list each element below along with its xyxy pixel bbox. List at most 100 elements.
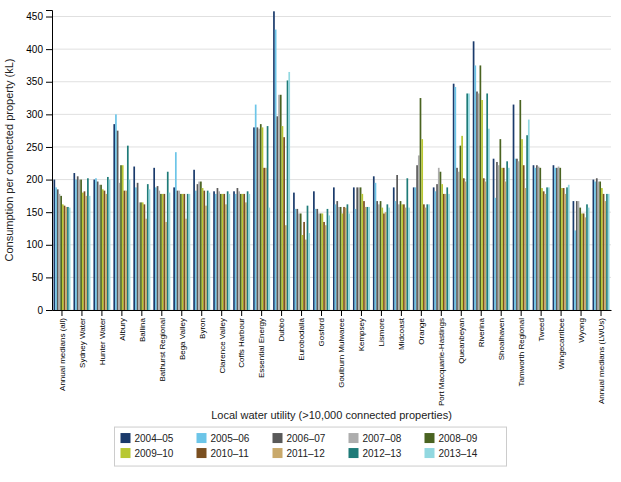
bar [355, 209, 357, 310]
x-tick: Hunter Water [98, 310, 107, 365]
y-axis: 050100150200250300350400450 [26, 11, 52, 316]
bar [608, 194, 610, 310]
bar [55, 187, 57, 310]
bar [145, 219, 147, 310]
bar [137, 183, 139, 310]
bar [296, 209, 298, 310]
bar [177, 191, 179, 310]
y-tick-mark [46, 114, 52, 115]
bar [383, 213, 385, 310]
x-tick-mark [321, 310, 322, 316]
x-tick-mark [341, 310, 342, 316]
plot-area: 050100150200250300350400450Annual median… [26, 11, 611, 407]
bar [169, 193, 171, 310]
bar [140, 202, 142, 310]
bar [418, 155, 420, 310]
bar [526, 135, 528, 310]
bar [162, 194, 164, 310]
bar [67, 207, 69, 310]
bar [406, 178, 408, 310]
bar [95, 178, 97, 310]
bar [453, 84, 455, 310]
bar [75, 180, 77, 310]
legend-item: 2005–06 [197, 433, 250, 444]
x-tick-label: Dubbo [277, 317, 286, 341]
bar [506, 161, 508, 310]
y-tick-label: 200 [26, 174, 43, 185]
bar [539, 168, 541, 310]
bar [135, 187, 137, 310]
bar [421, 139, 423, 310]
x-tick-mark [221, 310, 222, 316]
bar [285, 225, 287, 310]
y-tick-label: 150 [26, 207, 43, 218]
x-tick: Shoalhaven [497, 310, 506, 360]
bar [122, 165, 124, 310]
bar [396, 175, 398, 310]
x-tick-mark [201, 310, 202, 316]
y-tick: 350 [26, 76, 52, 87]
y-tick-mark [46, 147, 52, 148]
x-tick-mark [381, 310, 382, 316]
y-tick: 250 [26, 142, 52, 153]
legend-item: 2013–14 [425, 448, 478, 459]
bar [448, 194, 450, 310]
x-tick-label: Bathurst Regional [158, 318, 167, 382]
legend-label: 2010–11 [211, 448, 250, 459]
bar [521, 139, 523, 310]
legend-label: 2006–07 [287, 433, 326, 444]
y-tick-label: 250 [26, 142, 43, 153]
x-tick: Orange [417, 310, 426, 345]
bar [77, 176, 79, 310]
legend-label: 2004–05 [135, 433, 174, 444]
x-tick: Port Macquarie-Hastings [437, 310, 446, 406]
x-tick: Kempsey [357, 310, 366, 351]
bar [543, 191, 545, 310]
bar [564, 194, 566, 310]
bar [478, 93, 480, 310]
x-tick-label: Shoalhaven [497, 318, 506, 360]
x-tick-label: Tweed [537, 318, 546, 342]
bar [97, 182, 99, 310]
y-tick-mark [46, 310, 52, 311]
bar [187, 194, 189, 310]
bar [568, 185, 570, 310]
x-tick-mark [301, 310, 302, 316]
bar [574, 230, 576, 310]
bar [217, 188, 219, 310]
bar [105, 194, 107, 310]
x-tick-mark [421, 310, 422, 316]
bar [325, 225, 327, 310]
bar [213, 191, 215, 310]
bar [202, 188, 204, 310]
bar [107, 177, 109, 310]
bar [548, 187, 550, 310]
grid-line [52, 114, 611, 115]
bar [207, 191, 209, 310]
bar [505, 182, 507, 310]
bar [138, 202, 140, 310]
y-tick: 400 [26, 44, 52, 55]
bar [538, 167, 540, 310]
bar [218, 191, 220, 310]
x-tick: Bega Valley [178, 310, 187, 360]
y-tick-label: 50 [32, 272, 44, 283]
bar [102, 189, 104, 310]
bar-series [67, 80, 608, 310]
grid-line [52, 16, 611, 17]
bar [376, 201, 378, 310]
bar [182, 194, 184, 310]
bar [260, 124, 262, 310]
y-tick-mark [46, 277, 52, 278]
bar [583, 213, 585, 310]
bar [335, 204, 337, 310]
bar [100, 185, 102, 310]
bar [287, 80, 289, 310]
x-tick-label: Hunter Water [98, 318, 107, 366]
bar [473, 41, 475, 310]
x-tick-mark [101, 310, 102, 316]
x-tick-mark [81, 310, 82, 316]
bar [308, 233, 310, 310]
bar [238, 191, 240, 310]
bar [303, 222, 305, 310]
